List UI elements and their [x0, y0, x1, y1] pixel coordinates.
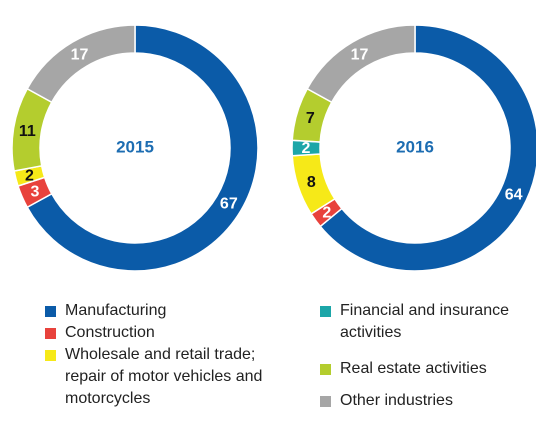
chart-title: 2015 — [116, 137, 154, 156]
slice — [26, 24, 259, 272]
slice-label: 2 — [25, 167, 34, 184]
slice — [26, 24, 136, 104]
slice-label: 17 — [351, 46, 369, 63]
legend-swatch — [45, 328, 56, 339]
slice-label: 3 — [31, 184, 40, 201]
slice — [319, 24, 536, 272]
legend-label: Real estate activities — [340, 360, 487, 377]
slice-label: 11 — [19, 123, 36, 140]
legend-swatch — [45, 350, 56, 361]
slice-label: 2 — [322, 204, 331, 221]
legend-swatch — [320, 306, 331, 317]
slice-label: 67 — [220, 196, 238, 213]
slice-label: 17 — [71, 46, 89, 63]
legend-label: Wholesale and retail trade; repair of mo… — [65, 346, 263, 407]
slice-label: 2 — [302, 140, 311, 157]
slice-label: 7 — [306, 110, 315, 127]
legend-swatch — [45, 306, 56, 317]
legend-swatch — [320, 364, 331, 375]
chart-title: 2016 — [396, 137, 434, 156]
slice-label: 64 — [505, 187, 523, 204]
slice-label: 8 — [307, 174, 316, 191]
slice — [306, 24, 416, 104]
legend-label: Construction — [65, 324, 155, 341]
legend-swatch — [320, 396, 331, 407]
legend-label: Manufacturing — [65, 302, 167, 319]
legend-label: Other industries — [340, 392, 453, 409]
legend-label: Financial and insurance activities — [340, 302, 509, 341]
